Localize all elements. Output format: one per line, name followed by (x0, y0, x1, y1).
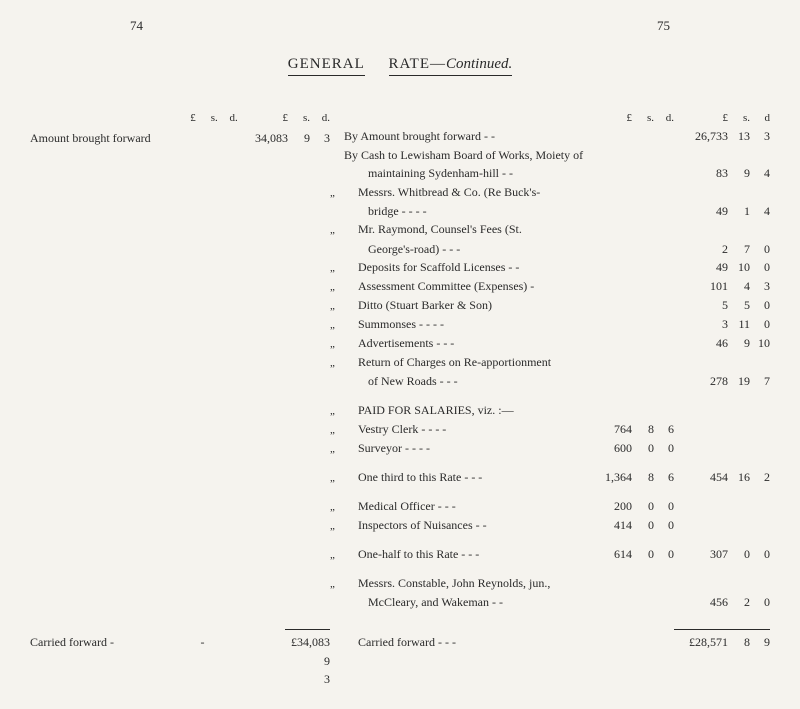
columns: £ s. d. £ s. d. Amount brought forward 3… (30, 110, 770, 612)
line-vestry-clerk: „ Vestry Clerk - - - - 764 8 6 (330, 420, 770, 439)
line-advertisements: „ Advertisements - - - 46 9 10 (330, 334, 770, 353)
line-brought-forward: By Amount brought forward - - 26,733 13 … (330, 127, 770, 146)
line-whitbread-2: bridge - - - - 49 1 4 (330, 202, 770, 221)
line-return-charges-2: of New Roads - - - 278 19 7 (330, 372, 770, 391)
line-constable-2: McCleary, and Wakeman - - 456 2 0 (330, 593, 770, 612)
page-number-left: 74 (130, 18, 143, 34)
line-raymond-2: George's-road) - - - 2 7 0 (330, 240, 770, 259)
page-number-right: 75 (657, 18, 670, 34)
line-paid-salaries: „ PAID FOR SALARIES, viz. :— (330, 401, 770, 420)
line-raymond-1: „ Mr. Raymond, Counsel's Fees (St. (330, 220, 770, 239)
page-numbers: 74 75 (30, 18, 770, 34)
line-inspectors: „ Inspectors of Nuisances - - 414 0 0 (330, 516, 770, 535)
left-column: £ s. d. £ s. d. Amount brought forward 3… (30, 110, 330, 612)
line-summonses: „ Summonses - - - - 3 11 0 (330, 315, 770, 334)
line-surveyor: „ Surveyor - - - - 600 0 0 (330, 439, 770, 458)
line-whitbread-1: „ Messrs. Whitbread & Co. (Re Buck's- (330, 183, 770, 202)
right-money-header: £ s. d. £ s. d (330, 110, 770, 127)
line-ditto-stuart: „ Ditto (Stuart Barker & Son) 5 5 0 (330, 296, 770, 315)
carried-forward-left: Carried forward - - £34,083 9 3 (30, 625, 330, 689)
page: 74 75 GENERAL RATE—Continued. £ s. d. £ … (0, 0, 800, 709)
line-constable-1: „ Messrs. Constable, John Reynolds, jun.… (330, 574, 770, 593)
footer: Carried forward - - £34,083 9 3 Carried … (30, 625, 770, 689)
line-medical-officer: „ Medical Officer - - - 200 0 0 (330, 497, 770, 516)
line-assessment: „ Assessment Committee (Expenses) - 101 … (330, 277, 770, 296)
title-general: GENERAL (288, 56, 365, 76)
line-scaffold: „ Deposits for Scaffold Licenses - - 49 … (330, 258, 770, 277)
left-money-header: £ s. d. £ s. d. (30, 110, 330, 127)
line-lewisham-1: By Cash to Lewisham Board of Works, Moie… (330, 146, 770, 165)
title-rate: RATE—Continued. (389, 56, 513, 76)
line-lewisham-2: maintaining Sydenham-hill - - 83 9 4 (330, 164, 770, 183)
line-one-third: „ One third to this Rate - - - 1,364 8 6… (330, 468, 770, 487)
right-column: £ s. d. £ s. d By Amount brought forward… (330, 110, 770, 612)
line-return-charges-1: „ Return of Charges on Re-apportionment (330, 353, 770, 372)
title: GENERAL RATE—Continued. (30, 56, 770, 76)
carried-forward-right: Carried forward - - - £28,571 8 9 (330, 625, 770, 689)
line-one-half: „ One-half to this Rate - - - 614 0 0 30… (330, 545, 770, 564)
amount-brought-forward: Amount brought forward 34,083 9 3 (30, 129, 330, 148)
